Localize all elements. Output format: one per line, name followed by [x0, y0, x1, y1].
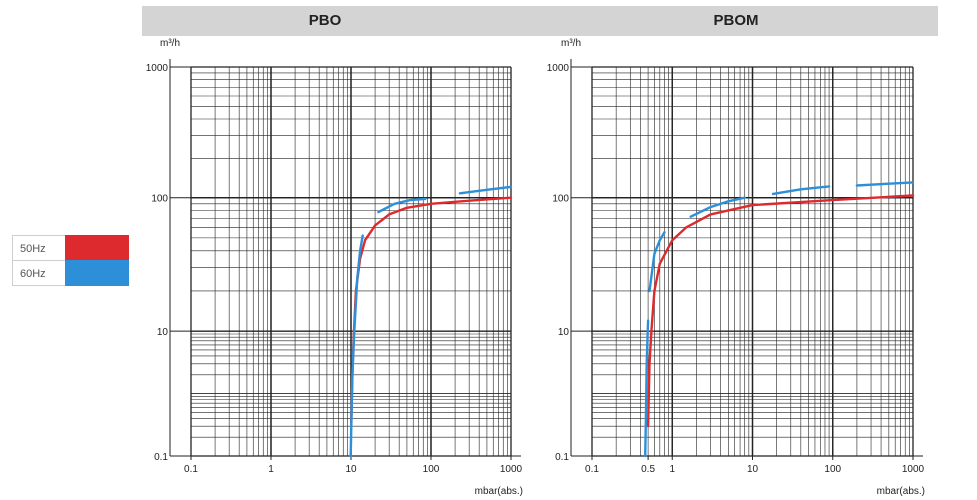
chart1-y-tick-label: 1000	[146, 63, 169, 74]
chart1-x-tick-label: 100	[423, 464, 440, 475]
chart2-series-50hz	[646, 194, 915, 428]
legend-label-60hz: 60Hz	[20, 268, 46, 280]
chart2-series-60hz	[689, 196, 746, 218]
chart-title-pbo: PBO	[308, 12, 342, 29]
chart1-y-axis-label: m³/h	[160, 38, 180, 49]
chart1-y-tick-label: 10	[157, 327, 169, 338]
chart2-series-60hz	[648, 231, 666, 293]
chart2-x-tick-label: 1000	[902, 464, 925, 475]
chart2-series-60hz	[771, 185, 831, 196]
chart2-x-tick-label: 10	[747, 464, 759, 475]
chart1-series-60hz	[377, 197, 427, 214]
chart1-y-tick-label: 0.1	[154, 452, 168, 463]
chart2-x-tick-label: 100	[824, 464, 841, 475]
legend: 50Hz 60Hz	[12, 235, 129, 286]
chart2-x-tick-label: 1	[669, 464, 675, 475]
chart2-x-tick-label: 0.5	[641, 464, 655, 475]
legend-swatch-60hz	[65, 260, 129, 286]
chart2-y-tick-label: 100	[552, 194, 569, 205]
legend-swatch-50hz	[65, 235, 129, 261]
chart1-x-tick-label: 1	[268, 464, 274, 475]
chart1-series-60hz	[458, 185, 513, 195]
chart2-y-axis-label: m³/h	[561, 38, 581, 49]
chart2-y-tick-label: 10	[558, 327, 570, 338]
chart1-x-tick-label: 0.1	[184, 464, 198, 475]
chart-header-bar: PBO PBOM	[142, 6, 938, 36]
chart1-x-axis-label: mbar(abs.)	[475, 486, 523, 497]
chart1-y-tick-label: 100	[151, 194, 168, 205]
chart2-x-tick-label: 0.1	[585, 464, 599, 475]
chart1-x-tick-label: 1000	[500, 464, 523, 475]
chart2-series-60hz	[644, 319, 650, 458]
chart2-x-axis-label: mbar(abs.)	[877, 486, 925, 497]
chart1-x-tick-label: 10	[345, 464, 357, 475]
chart1-series-60hz	[349, 234, 364, 458]
chart2-y-tick-label: 0.1	[555, 452, 569, 463]
chart2-series-60hz	[855, 181, 915, 187]
legend-label-50hz: 50Hz	[20, 243, 46, 255]
legend-item-60hz: 60Hz	[12, 260, 129, 286]
chart-title-pbom: PBOM	[713, 12, 759, 29]
chart2-y-tick-label: 1000	[547, 63, 570, 74]
